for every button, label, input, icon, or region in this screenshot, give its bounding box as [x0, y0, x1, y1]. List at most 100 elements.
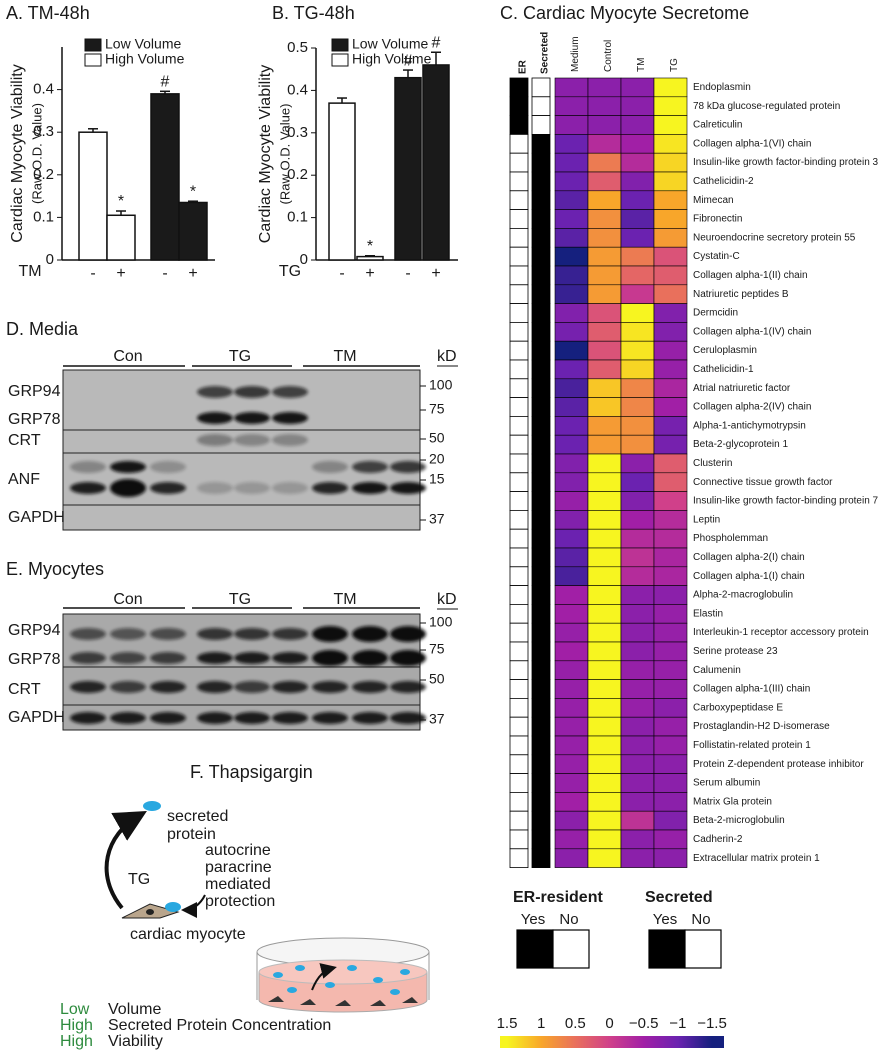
- annotation-column-label: ER: [518, 59, 529, 74]
- annotation-cell: [531, 96, 551, 117]
- panel-title: E. Myocytes: [6, 559, 104, 579]
- heatmap-cell: [587, 848, 622, 868]
- x-tick-label: +: [188, 265, 197, 282]
- label: protein: [167, 826, 216, 843]
- column-label: TM: [636, 58, 647, 72]
- annotation-cell: [509, 415, 529, 436]
- heatmap-cell: [554, 171, 589, 192]
- heatmap-cell: [653, 773, 688, 793]
- heatmap-cell: [587, 528, 622, 549]
- band: [110, 628, 146, 640]
- heatmap-cell: [620, 453, 655, 474]
- panel-title: B. TG-48h: [272, 3, 355, 23]
- heatmap-cell: [587, 209, 622, 229]
- colorbar-tick-label: 0: [605, 1015, 613, 1032]
- bar: [328, 102, 356, 261]
- annotation-cell: [509, 472, 529, 492]
- band: [272, 482, 308, 494]
- heatmap-cell: [620, 171, 655, 192]
- heatmap-cell: [587, 171, 622, 192]
- heatmap-cell: [554, 209, 589, 229]
- heatmap-cell: [554, 397, 589, 417]
- heatmap-cell: [587, 453, 622, 474]
- protein-icon: [143, 801, 161, 811]
- heatmap-cell: [587, 378, 622, 398]
- annotation-cell: [531, 265, 551, 286]
- band: [234, 434, 270, 446]
- row-label: Insulin-like growth factor-binding prote…: [693, 157, 879, 168]
- annotation-cell: [509, 792, 529, 812]
- heatmap-cell: [653, 585, 688, 605]
- heatmap-cell: [653, 246, 688, 267]
- heatmap-cell: [620, 152, 655, 173]
- heatmap-cell: [587, 604, 622, 624]
- significance-mark: *: [118, 193, 124, 210]
- label: autocrine: [205, 842, 271, 859]
- annotation-cell: [531, 585, 551, 605]
- heatmap-cell: [653, 77, 688, 98]
- band-label: GRP78: [8, 411, 61, 428]
- heatmap-cell: [587, 340, 622, 361]
- condition-label: Secreted Protein Concentration: [108, 1017, 331, 1034]
- annotation-cell: [509, 359, 529, 380]
- annotation-cell: [509, 246, 529, 267]
- heatmap-cell: [620, 735, 655, 756]
- heatmap-cell: [653, 209, 688, 229]
- heatmap-cell: [653, 528, 688, 549]
- row-label: Collagen alpha-1(II) chain: [693, 270, 808, 281]
- annotation-cell: [509, 566, 529, 586]
- heatmap-cell: [587, 359, 622, 380]
- annotation-cell: [531, 547, 551, 568]
- legend-swatch: [552, 929, 590, 969]
- group-label: TG: [229, 591, 251, 608]
- heatmap-cell: [620, 566, 655, 586]
- heatmap-cell: [620, 510, 655, 530]
- heatmap-cell: [620, 246, 655, 267]
- annotation-cell: [509, 829, 529, 850]
- band: [110, 652, 146, 664]
- band: [390, 712, 426, 724]
- band: [150, 712, 186, 724]
- heatmap-cell: [554, 528, 589, 549]
- band: [70, 628, 106, 640]
- heatmap-cell: [653, 340, 688, 361]
- nucleus: [146, 909, 154, 915]
- bar: [422, 64, 450, 261]
- row-label: Interleukin-1 receptor accessory protein: [693, 627, 869, 638]
- heatmap-cell: [587, 115, 622, 135]
- y-tick-label: 0.1: [287, 209, 308, 226]
- heatmap-cell: [587, 810, 622, 831]
- unit-label: kD: [437, 591, 457, 608]
- heatmap-cell: [653, 848, 688, 868]
- arrow: [311, 963, 337, 991]
- annotation-cell: [531, 566, 551, 586]
- row-label: Connective tissue growth factor: [693, 477, 833, 488]
- marker-label: 37: [429, 711, 445, 727]
- legend-swatch: [84, 38, 102, 52]
- heatmap-cell: [554, 96, 589, 116]
- band: [234, 482, 270, 494]
- heatmap-cell: [620, 773, 655, 793]
- annotation-cell: [531, 133, 551, 154]
- band: [150, 482, 186, 494]
- arrow: [181, 894, 206, 918]
- band: [272, 434, 308, 446]
- annotation-cell: [509, 848, 529, 868]
- annotation-cell: [509, 265, 529, 286]
- legend-title: Secreted: [645, 889, 713, 906]
- band: [272, 712, 308, 724]
- band-label: GRP94: [8, 622, 61, 639]
- heatmap-cell: [587, 792, 622, 812]
- band: [272, 681, 308, 693]
- marker-label: 50: [429, 430, 445, 446]
- heatmap-cell: [653, 641, 688, 662]
- heatmap-cell: [587, 510, 622, 530]
- row-label: Collagen alpha-1(VI) chain: [693, 138, 811, 149]
- heatmap-cell: [653, 566, 688, 586]
- heatmap-cell: [587, 773, 622, 793]
- x-axis-label: TM: [18, 263, 41, 280]
- heatmap-cell: [587, 265, 622, 286]
- annotation-cell: [531, 359, 551, 380]
- band: [352, 482, 388, 494]
- heatmap-cell: [587, 284, 622, 304]
